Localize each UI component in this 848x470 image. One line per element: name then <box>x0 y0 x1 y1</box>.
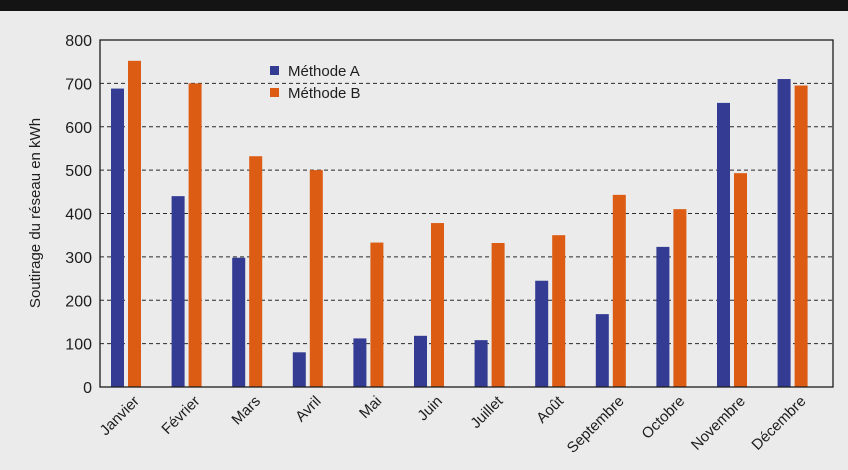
bar-methode-b <box>491 242 505 387</box>
bar-methode-b <box>431 223 444 387</box>
x-tick-labels: Janvier Février Mars Avril Mai Juin Juillet Aoû… <box>97 392 810 456</box>
bar-methode-b <box>612 194 626 387</box>
x-tick-label: Mars <box>228 393 264 429</box>
x-tick-label: Novembre <box>688 393 749 454</box>
bars <box>111 60 808 388</box>
bar-methode-a <box>595 314 609 387</box>
bar-methode-a <box>232 257 246 387</box>
x-tick-label: Février <box>158 393 203 438</box>
bar-methode-b <box>552 235 566 387</box>
legend-swatch <box>270 66 279 75</box>
grid-lines <box>100 82 833 345</box>
bar-methode-b <box>673 209 687 387</box>
bar-methode-a <box>535 280 549 387</box>
y-tick-label: 800 <box>65 33 92 50</box>
bar-methode-a <box>111 88 124 387</box>
x-tick-label: Mai <box>356 393 385 422</box>
bar-methode-b <box>734 173 747 387</box>
bar-methode-a <box>353 338 367 387</box>
legend-label: Méthode A <box>288 63 360 80</box>
y-tick-label: 100 <box>65 337 92 354</box>
y-tick-label: 0 <box>83 380 92 397</box>
x-tick-label: Décembre <box>748 393 809 454</box>
bar-methode-a <box>171 196 185 387</box>
x-tick-label: Octobre <box>638 393 688 443</box>
top-bar <box>0 0 848 11</box>
x-tick-label: Juillet <box>467 392 507 432</box>
bar-methode-b <box>794 85 808 387</box>
bar-methode-a <box>777 79 791 387</box>
y-tick-label: 300 <box>65 250 92 267</box>
legend-swatch <box>270 88 279 97</box>
y-tick-label: 700 <box>65 76 92 93</box>
bar-methode-b <box>128 60 141 387</box>
bar-methode-b <box>370 242 384 387</box>
y-tick-labels: 0 100 200 300 400 500 600 700 800 <box>65 33 92 397</box>
x-tick-label: Janvier <box>97 393 143 439</box>
bar-methode-a <box>474 340 488 387</box>
y-tick-label: 500 <box>65 163 92 180</box>
bar-methode-b <box>188 83 202 387</box>
bar-methode-a <box>292 352 306 387</box>
x-tick-label: Avril <box>292 393 324 425</box>
bar-methode-b <box>249 156 263 387</box>
y-axis-label: Soutirage du réseau en kWh <box>27 118 44 308</box>
legend-label: Méthode B <box>288 85 361 102</box>
bar-methode-a <box>414 335 427 387</box>
legend: Méthode A Méthode B <box>270 63 361 102</box>
bar-methode-b <box>309 170 323 387</box>
bar-methode-a <box>656 246 670 387</box>
y-tick-label: 200 <box>65 293 92 310</box>
x-tick-label: Septembre <box>564 393 628 457</box>
y-tick-label: 600 <box>65 120 92 137</box>
plot-frame <box>99 39 834 388</box>
x-tick-label: Août <box>533 392 567 426</box>
x-tick-label: Juin <box>414 393 445 424</box>
bar-methode-a <box>717 102 730 388</box>
y-tick-label: 400 <box>65 207 92 224</box>
